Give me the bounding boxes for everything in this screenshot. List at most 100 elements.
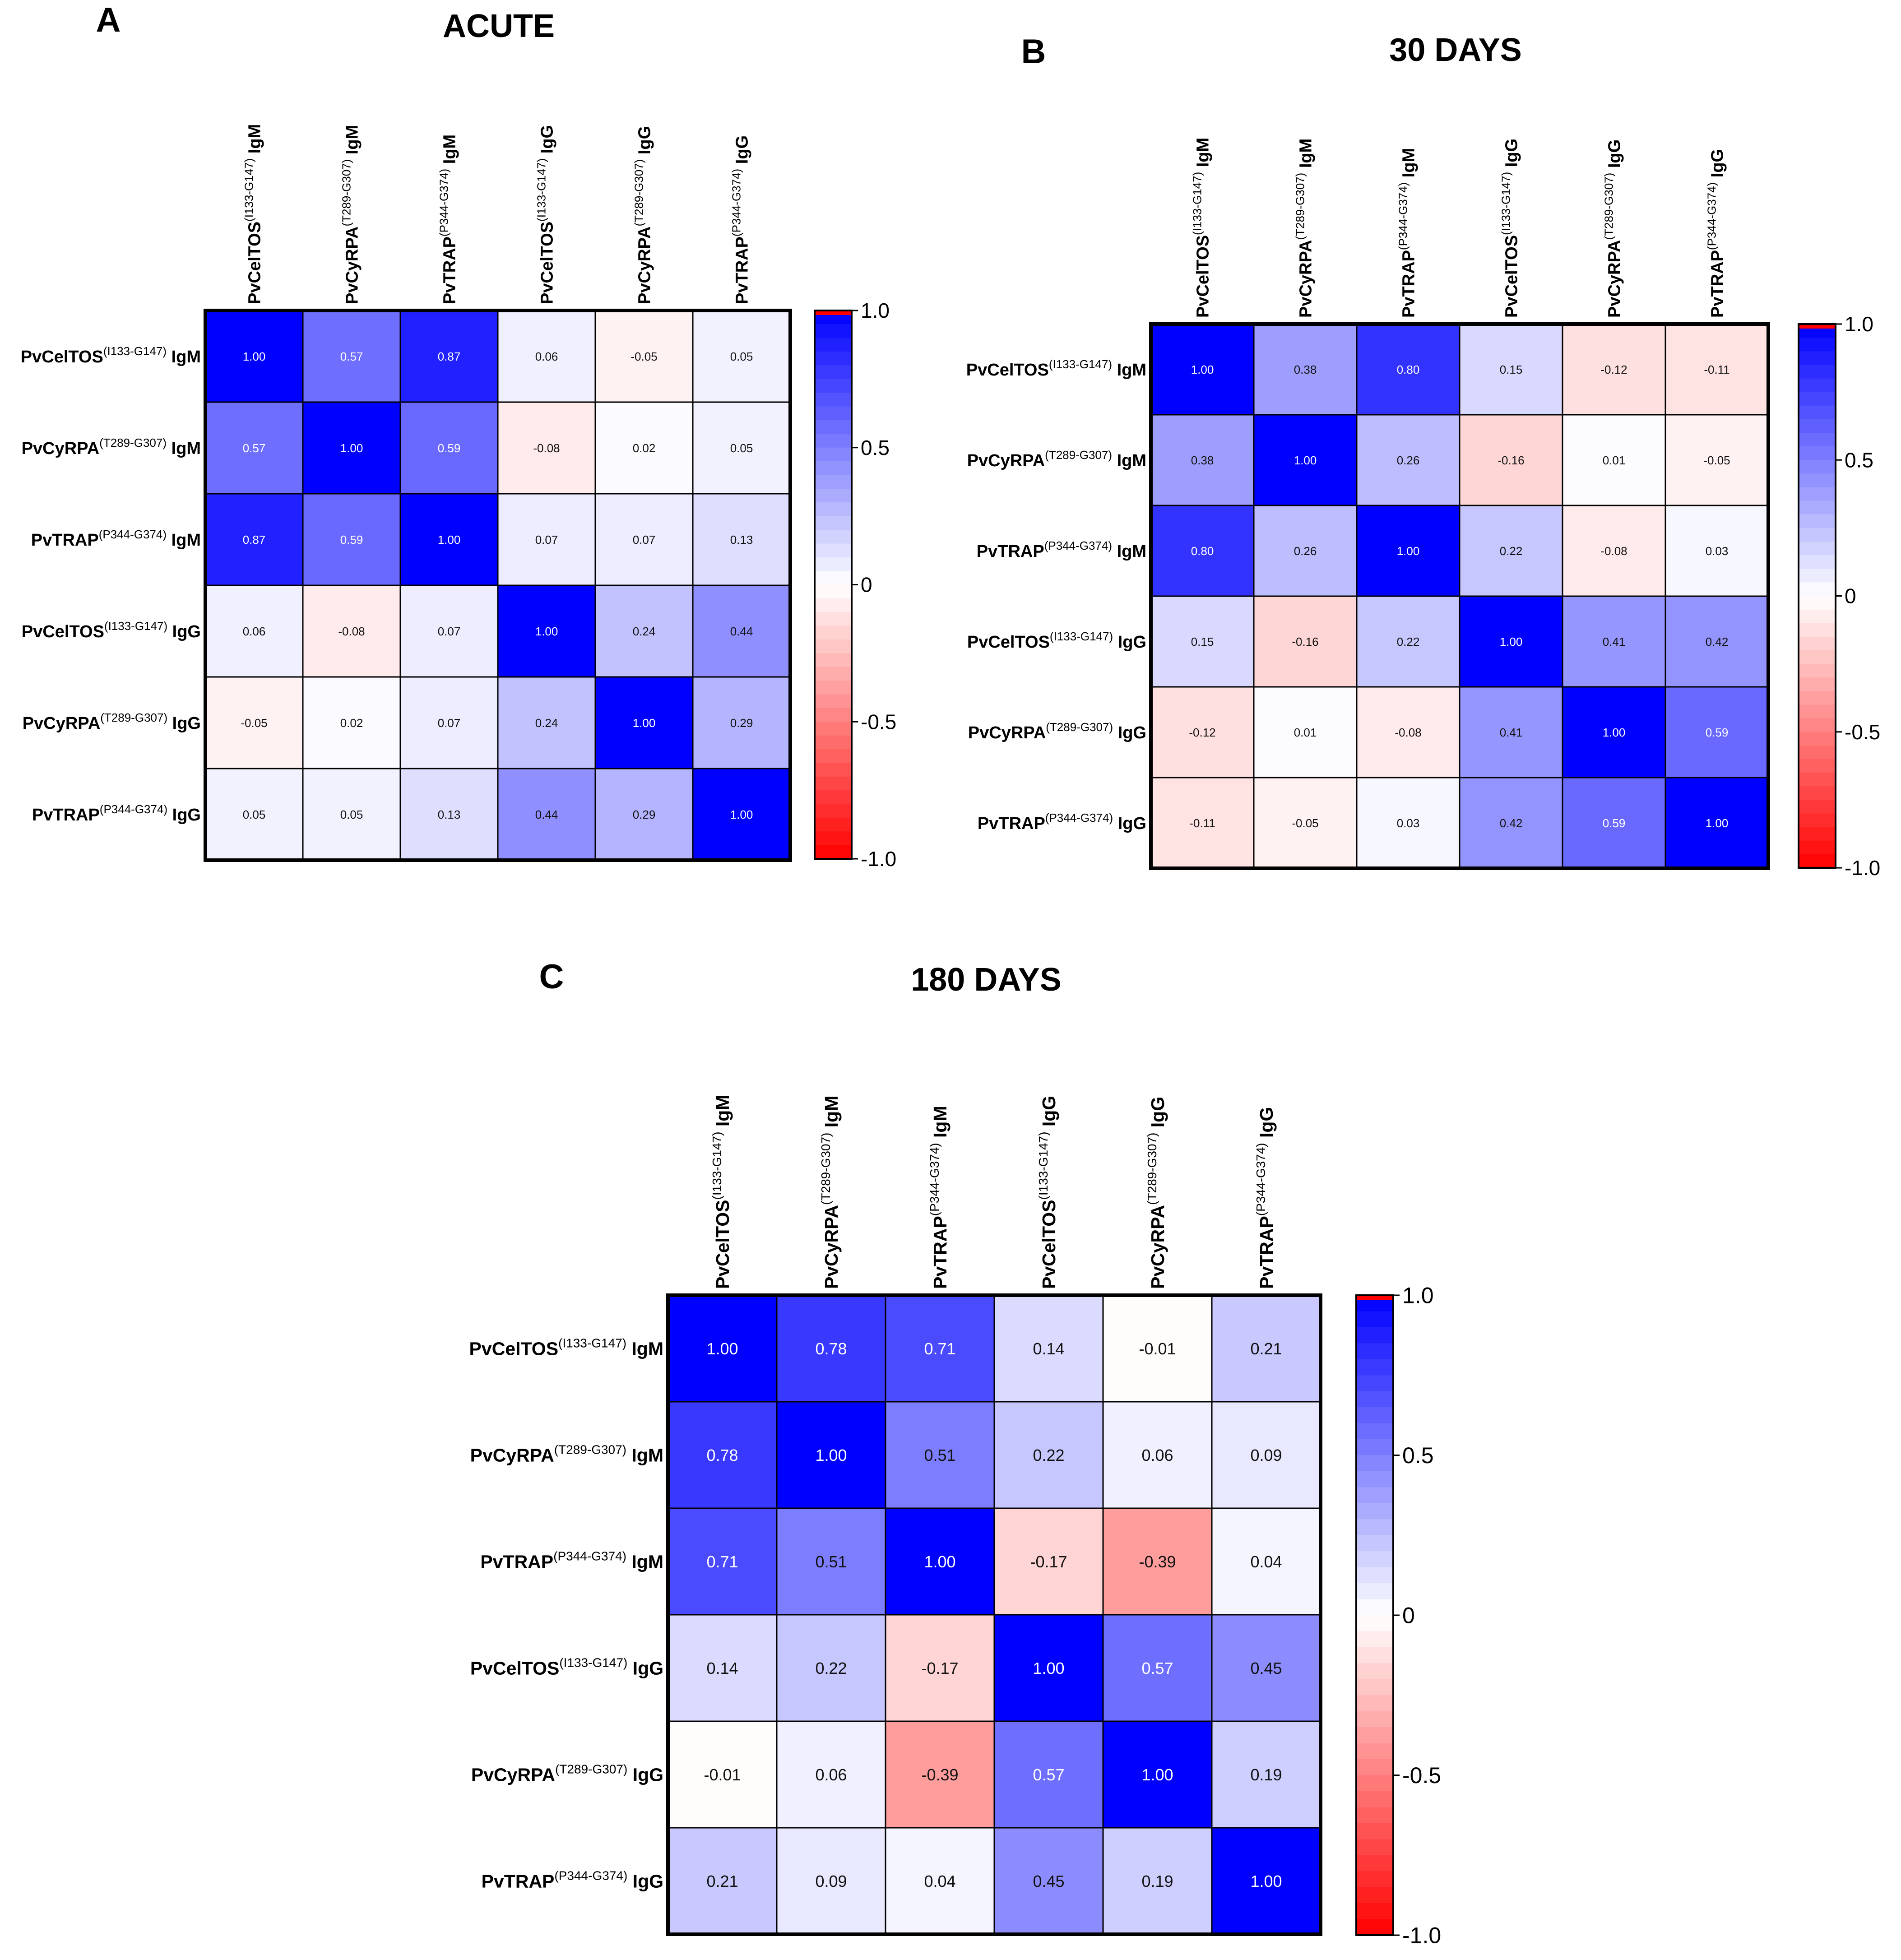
colorbar-segment bbox=[815, 324, 852, 338]
colorbar-segment bbox=[815, 735, 852, 750]
colorbar-segment bbox=[815, 804, 852, 818]
cell-value-label: 0.15 bbox=[1500, 363, 1523, 376]
cell-value-label: 1.00 bbox=[1294, 454, 1317, 467]
cell-value-label: 0.71 bbox=[706, 1552, 738, 1571]
colorbar-segment bbox=[1799, 528, 1836, 542]
colorbar-segment bbox=[1356, 1455, 1393, 1472]
cell-value-label: 0.07 bbox=[438, 716, 461, 730]
colorbar-segment bbox=[1799, 704, 1836, 719]
column-label: PvCelTOS(I133-G147) IgM bbox=[710, 1095, 733, 1289]
column-label: PvCyRPA(T289-G307) IgG bbox=[632, 126, 654, 304]
cell-value-label: 0.41 bbox=[1603, 635, 1626, 649]
colorbar-top-cap bbox=[1799, 324, 1836, 329]
heatmap-cell-r5-c3 bbox=[885, 1720, 995, 1829]
panel-c-heatmap: C 180 DAYS PvCelTOS(I133-G147) IgM PvCyRP… bbox=[469, 958, 1442, 1948]
colorbar-tick-label: 0.5 bbox=[1402, 1443, 1434, 1468]
colorbar-segment bbox=[1356, 1375, 1393, 1392]
colorbar-segment bbox=[815, 790, 852, 805]
heatmap-cell-r5-c4 bbox=[497, 676, 596, 769]
heatmap-cell-r6-c5 bbox=[1102, 1827, 1213, 1935]
cell-value-label: -0.08 bbox=[533, 441, 560, 455]
colorbar-tick-label: 1.0 bbox=[1402, 1283, 1434, 1308]
colorbar-segment bbox=[1356, 1423, 1393, 1440]
heatmap-cell-r1-c5 bbox=[594, 310, 694, 403]
cell-value-label: 0.44 bbox=[730, 625, 753, 638]
heatmap-cell-r6-c1 bbox=[204, 768, 304, 861]
colorbar-segment bbox=[815, 393, 852, 407]
heatmap-cell-r2-c3 bbox=[885, 1401, 995, 1509]
heatmap-cell-r3-c5 bbox=[1562, 505, 1666, 597]
heatmap-cell-r3-c1 bbox=[204, 493, 304, 586]
row-label: PvCelTOS(I133-G147) IgG bbox=[22, 619, 201, 641]
heatmap-cell-r6-c2 bbox=[302, 768, 401, 861]
colorbar-segment bbox=[1799, 800, 1836, 814]
cell-value-label: 0.26 bbox=[1294, 544, 1317, 558]
panel-letter: B bbox=[1021, 32, 1046, 71]
colorbar-segment bbox=[815, 626, 852, 640]
colorbar-segment bbox=[1799, 677, 1836, 691]
colorbar-segment bbox=[1799, 378, 1836, 393]
colorbar-top-cap bbox=[815, 310, 852, 315]
column-label: PvCelTOS(I133-G147) IgG bbox=[1499, 139, 1521, 318]
colorbar-segment bbox=[815, 475, 852, 489]
colorbar-segment bbox=[815, 722, 852, 736]
heatmap-cell-r3-c4 bbox=[993, 1507, 1104, 1616]
heatmap-cell-r6-c6 bbox=[692, 768, 791, 861]
heatmap-cell-r2-c3 bbox=[399, 401, 499, 495]
heatmap-cell-r5-c1 bbox=[1150, 686, 1255, 778]
row-labels: PvCelTOS(I133-G147) IgM PvCyRPA(T289-G307… bbox=[469, 1336, 663, 1891]
cell-value-label: 0.01 bbox=[1294, 726, 1317, 739]
heatmap-cell-r1-c1 bbox=[1150, 323, 1255, 416]
colorbar-segment bbox=[1356, 1855, 1393, 1872]
heatmap-cell-r3-c3 bbox=[399, 493, 499, 586]
colorbar-segment bbox=[1356, 1311, 1393, 1328]
colorbar-segment bbox=[815, 543, 852, 558]
colorbar-segment bbox=[1799, 569, 1836, 583]
cell-value-label: 0.09 bbox=[815, 1872, 847, 1890]
heatmap-cell-r4-c3 bbox=[885, 1614, 995, 1722]
colorbar-segment bbox=[815, 598, 852, 612]
colorbar-segment bbox=[815, 379, 852, 393]
cell-value-label: 0.19 bbox=[1250, 1765, 1282, 1784]
colorbar-segment bbox=[1799, 854, 1836, 868]
cell-value-label: -0.12 bbox=[1600, 363, 1627, 376]
cell-value-label: 0.45 bbox=[1033, 1872, 1064, 1890]
heatmap-cells: 1.00 0.57 0.87 0.06 -0.05 0.05 0.57 1.00 0.59 -0.… bbox=[204, 310, 791, 861]
colorbar-segment bbox=[815, 681, 852, 695]
cell-value-label: 0.26 bbox=[1397, 454, 1420, 467]
colorbar-top-cap bbox=[1356, 1295, 1393, 1300]
cell-value-label: 0.07 bbox=[438, 625, 461, 638]
colorbar-segment bbox=[1356, 1631, 1393, 1648]
cell-value-label: 0.02 bbox=[633, 441, 656, 455]
colorbar-segment bbox=[1799, 732, 1836, 746]
colorbar-tick-label: -1.0 bbox=[1402, 1923, 1441, 1948]
heatmap-cell-r1-c4 bbox=[1459, 323, 1563, 416]
cell-value-label: -0.08 bbox=[338, 625, 365, 638]
cell-value-label: 0.80 bbox=[1397, 363, 1420, 376]
cell-value-label: 0.03 bbox=[1706, 544, 1729, 558]
heatmap-cell-r5-c2 bbox=[776, 1720, 886, 1829]
heatmap-cell-r4-c2 bbox=[1253, 595, 1358, 688]
cell-value-label: 1.00 bbox=[730, 808, 753, 821]
cell-value-label: 0.38 bbox=[1294, 363, 1317, 376]
colorbar-tick-label: -1.0 bbox=[861, 847, 896, 871]
colorbar-segment bbox=[1356, 1615, 1393, 1632]
colorbar-segment bbox=[1356, 1871, 1393, 1888]
colorbar-segment bbox=[815, 447, 852, 462]
colorbar-segment bbox=[815, 420, 852, 434]
row-label: PvCyRPA(T289-G307) IgM bbox=[22, 436, 201, 458]
cell-value-label: 0.05 bbox=[730, 350, 753, 363]
cell-value-label: 0.21 bbox=[1250, 1339, 1282, 1358]
row-label: PvTRAP(P344-G374) IgM bbox=[31, 528, 201, 550]
colorbar-segment bbox=[815, 557, 852, 571]
row-label: PvCyRPA(T289-G307) IgM bbox=[967, 448, 1146, 470]
heatmap-cell-r3-c5 bbox=[594, 493, 694, 586]
colorbar-segment bbox=[1799, 542, 1836, 556]
cell-value-label: 1.00 bbox=[1033, 1659, 1064, 1677]
cell-value-label: 0.03 bbox=[1397, 816, 1420, 830]
colorbar-segment bbox=[1356, 1839, 1393, 1856]
colorbar-segment bbox=[1356, 1823, 1393, 1840]
colorbar-segment bbox=[1356, 1535, 1393, 1552]
heatmap-cell-r5-c5 bbox=[1102, 1720, 1213, 1829]
cell-value-label: 0.87 bbox=[243, 533, 266, 547]
